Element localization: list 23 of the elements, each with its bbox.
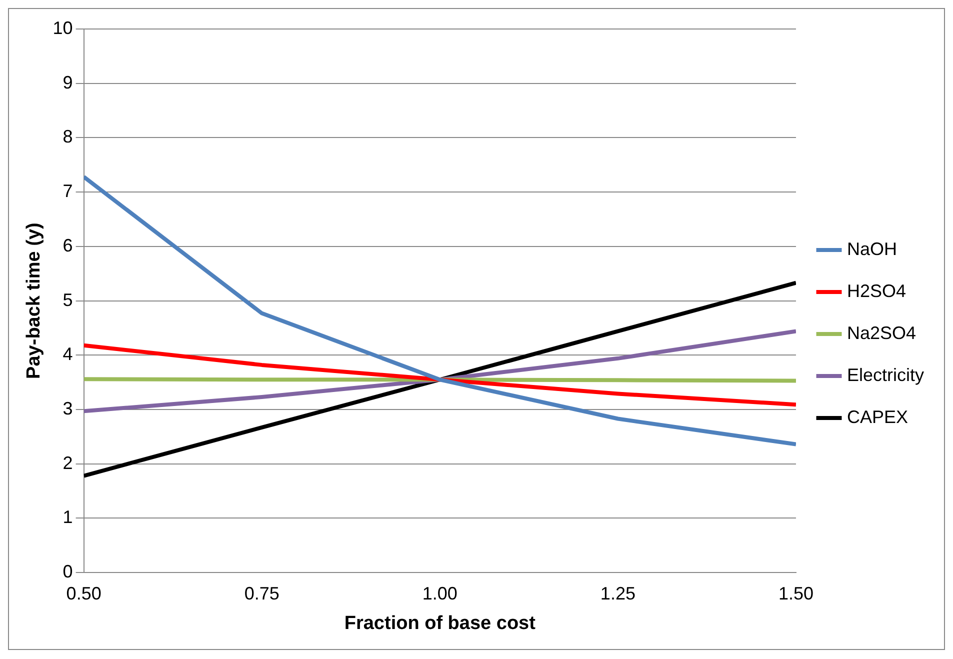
y-tick-label: 3 <box>62 398 73 418</box>
legend-label: Na2SO4 <box>846 322 916 343</box>
y-tick-label: 0 <box>62 562 73 582</box>
y-tick-label: 1 <box>62 507 73 528</box>
legend-label: H2SO4 <box>846 280 906 301</box>
y-axis-title: Pay-back time (y) <box>24 222 45 379</box>
y-tick-label: 5 <box>62 290 73 310</box>
y-tick-label: 10 <box>52 18 73 38</box>
x-tick-label: 0.50 <box>66 583 102 604</box>
y-tick-label: 7 <box>62 181 73 202</box>
y-tick-label: 6 <box>62 235 73 256</box>
x-tick-label: 1.50 <box>778 583 814 604</box>
x-tick-label: 0.75 <box>244 583 280 604</box>
x-tick-label: 1.25 <box>600 583 636 604</box>
legend-label: NaOH <box>846 238 898 259</box>
y-tick-label: 2 <box>62 452 73 473</box>
legend-label: CAPEX <box>846 406 908 427</box>
legend-label: Electricity <box>846 364 924 385</box>
x-axis-title: Fraction of base cost <box>344 612 536 634</box>
y-tick-label: 9 <box>62 72 73 92</box>
x-tick-label: 1.00 <box>422 583 458 604</box>
y-tick-label: 4 <box>62 344 73 364</box>
y-tick-label: 8 <box>62 126 73 147</box>
